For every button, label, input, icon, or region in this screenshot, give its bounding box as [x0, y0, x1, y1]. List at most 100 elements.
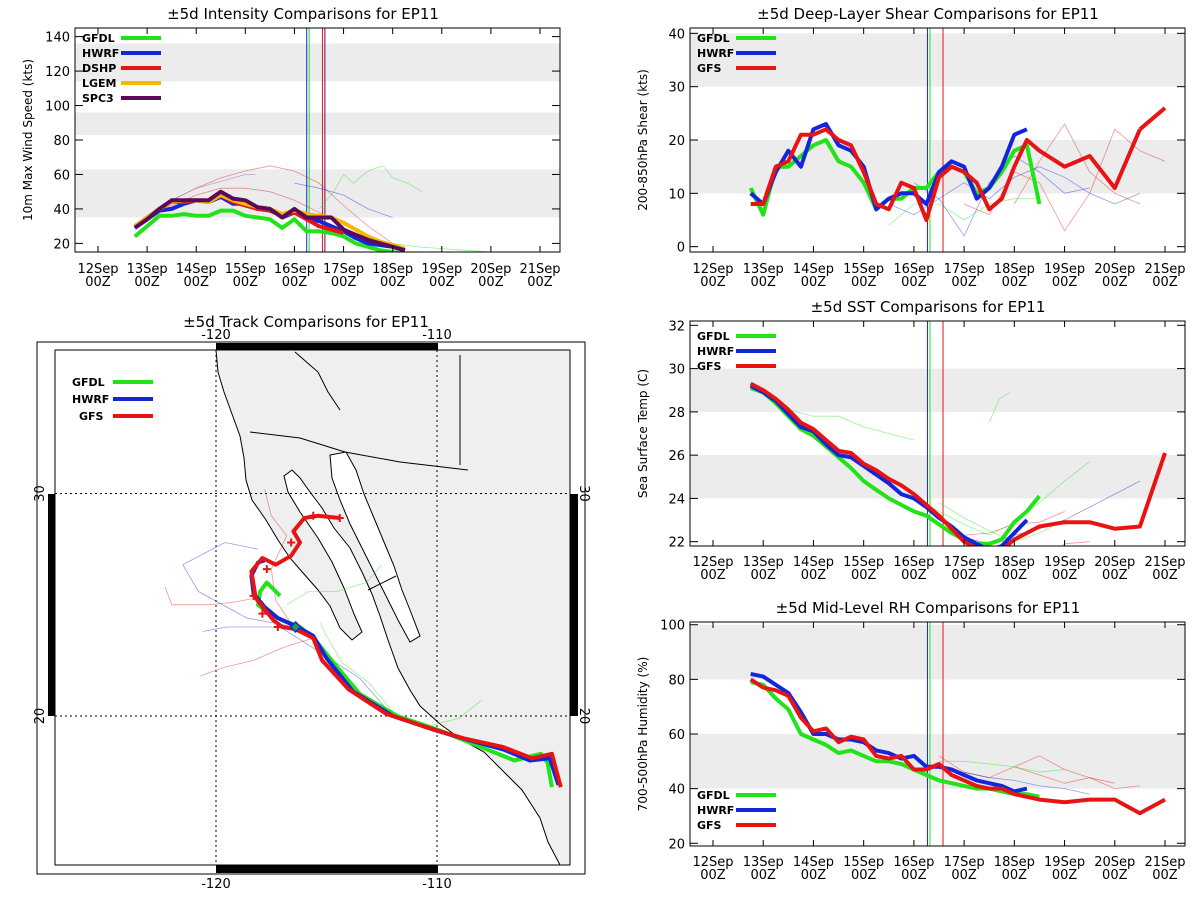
intensity-xtick-date: 13Sep	[127, 262, 168, 277]
rh-ylabel: 700-500hPa Humidity (%)	[636, 657, 650, 812]
rh-xtick-hour: 00Z	[901, 868, 927, 883]
shear-panel: 01020304012Sep00Z13Sep00Z14Sep00Z15Sep00…	[636, 27, 1186, 290]
rh-series-gfs	[749, 677, 1166, 816]
ensemble-track	[432, 700, 482, 726]
rh-xtick-date: 13Sep	[743, 855, 784, 870]
intensity-xtick-date: 16Sep	[274, 262, 315, 277]
sst-xtick-date: 14Sep	[793, 555, 834, 570]
ensemble-track	[319, 622, 394, 712]
rh-xtick-date: 19Sep	[1044, 855, 1085, 870]
rh-legend-label: GFS	[697, 819, 722, 832]
country-border	[249, 431, 469, 471]
track-legend-label: HWRF	[72, 393, 109, 406]
shear-xtick-hour: 00Z	[1152, 275, 1178, 290]
sst-title: ±5d SST Comparisons for EP11	[811, 298, 1046, 316]
shear-ytick-label: 10	[668, 187, 685, 202]
sst-xtick-hour: 00Z	[1152, 568, 1178, 583]
rh-xtick-hour: 00Z	[951, 868, 977, 883]
shear-xtick-hour: 00Z	[750, 275, 776, 290]
intensity-ytick-label: 40	[53, 203, 70, 218]
lon-label-top: -120	[201, 328, 231, 343]
shear-ytick-label: 20	[668, 134, 685, 149]
gulf-water	[329, 451, 421, 643]
sst-ytick-label: 30	[668, 363, 685, 378]
intensity-xtick-hour: 00Z	[85, 275, 111, 290]
sst-band	[690, 368, 1185, 412]
sst-ensemble-line	[988, 392, 1010, 423]
shear-xtick-hour: 00Z	[801, 275, 827, 290]
rh-panel: 2040608010012Sep00Z13Sep00Z14Sep00Z15Sep…	[636, 619, 1186, 883]
shear-ytick-label: 0	[677, 241, 685, 256]
sst-xtick-hour: 00Z	[1102, 568, 1128, 583]
sst-legend-label: GFDL	[697, 330, 730, 343]
sst-ytick-label: 26	[668, 449, 685, 464]
sst-xtick-hour: 00Z	[951, 568, 977, 583]
storm-position-marker	[289, 620, 302, 634]
shear-xtick-date: 15Sep	[843, 262, 884, 277]
shear-plot	[748, 28, 1167, 252]
rh-ensemble-line	[938, 755, 1140, 790]
track-point-marker	[309, 511, 318, 520]
intensity-band	[75, 169, 560, 218]
rh-band	[690, 624, 1185, 680]
sst-band	[690, 455, 1185, 499]
rh-ensemble-line	[1014, 755, 1115, 784]
intensity-ensemble-line	[146, 165, 393, 244]
rh-xtick-date: 18Sep	[994, 855, 1035, 870]
ensemble-track	[286, 564, 383, 606]
map-axis-bar-top	[216, 343, 438, 350]
rh-xtick-date: 17Sep	[944, 855, 985, 870]
intensity-panel: 2040608010012014012Sep00Z13Sep00Z14Sep00…	[21, 27, 561, 290]
sst-xtick-hour: 00Z	[901, 568, 927, 583]
ensemble-track	[202, 626, 394, 717]
lat-label-right: 20	[576, 708, 591, 725]
shear-xtick-date: 20Sep	[1094, 262, 1135, 277]
shear-xtick-date: 19Sep	[1044, 262, 1085, 277]
state-border	[294, 351, 341, 411]
ensemble-track	[164, 586, 256, 606]
rh-xtick-hour: 00Z	[1152, 868, 1178, 883]
rh-ytick-label: 40	[668, 783, 685, 798]
intensity-xtick-date: 17Sep	[323, 262, 364, 277]
intensity-xtick-date: 14Sep	[176, 262, 217, 277]
track-legend-label: GFS	[79, 410, 104, 423]
sst-xtick-date: 13Sep	[743, 555, 784, 570]
sst-xtick-hour: 00Z	[700, 568, 726, 583]
lon-label-top: -110	[422, 328, 452, 343]
intensity-ytick-label: 140	[45, 31, 70, 46]
intensity-xtick-hour: 00Z	[429, 275, 455, 290]
intensity-ytick-label: 120	[45, 65, 70, 80]
intensity-ytick-label: 60	[53, 168, 70, 183]
sst-xtick-hour: 00Z	[1002, 568, 1028, 583]
rh-ytick-label: 20	[668, 837, 685, 852]
intensity-xtick-hour: 00Z	[478, 275, 504, 290]
sst-xtick-hour: 00Z	[851, 568, 877, 583]
sst-xtick-hour: 00Z	[750, 568, 776, 583]
rh-xtick-hour: 00Z	[851, 868, 877, 883]
sst-ytick-label: 24	[668, 492, 685, 507]
ensemble-track	[264, 489, 294, 628]
rh-xtick-hour: 00Z	[1002, 868, 1028, 883]
shear-xtick-date: 18Sep	[994, 262, 1035, 277]
shear-xtick-hour: 00Z	[851, 275, 877, 290]
intensity-legend-label: DSHP	[82, 62, 116, 75]
lat-label-right: 30	[576, 485, 591, 502]
sst-ensemble-line	[913, 461, 1090, 536]
intensity-legend-label: SPC3	[82, 92, 114, 105]
sst-panel: 22242628303212Sep00Z13Sep00Z14Sep00Z15Se…	[636, 319, 1186, 583]
rh-xtick-hour: 00Z	[750, 868, 776, 883]
intensity-legend-label: LGEM	[82, 77, 117, 90]
track-point-marker	[262, 565, 271, 574]
rh-xtick-date: 20Sep	[1094, 855, 1135, 870]
map-axis-bar-right	[570, 494, 578, 716]
shear-xtick-date: 21Sep	[1144, 262, 1185, 277]
intensity-plot	[133, 28, 491, 252]
track-legend-label: GFDL	[72, 376, 105, 389]
shear-series-gfs	[750, 127, 1142, 222]
rh-xtick-hour: 00Z	[700, 868, 726, 883]
shear-ensemble-line	[1013, 123, 1141, 205]
sst-xtick-date: 17Sep	[944, 555, 985, 570]
sst-xtick-date: 21Sep	[1144, 555, 1185, 570]
track-title: ±5d Track Comparisons for EP11	[183, 313, 429, 331]
rh-xtick-hour: 00Z	[1052, 868, 1078, 883]
